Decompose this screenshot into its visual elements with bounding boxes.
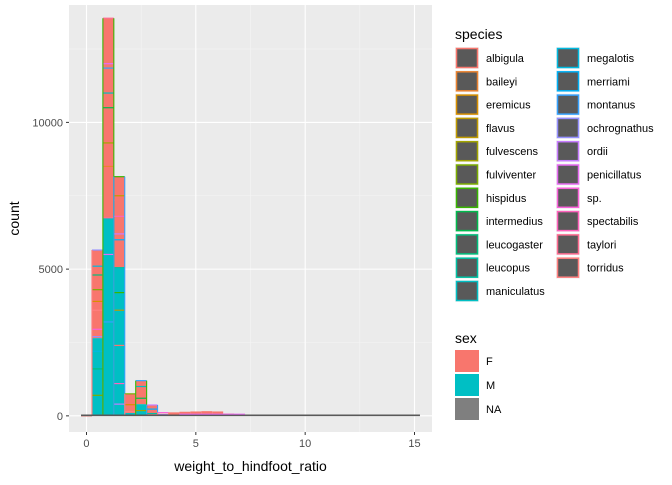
species-key-merriami	[558, 72, 579, 91]
species-legend-label: maniculatus	[486, 286, 545, 298]
x-axis-title: weight_to_hindfoot_ratio	[173, 458, 327, 474]
species-legend-label: fulvescens	[486, 146, 538, 158]
species-key-eremicus	[457, 95, 478, 114]
species-legend-label: baileyi	[486, 76, 517, 88]
x-tick-label: 15	[408, 438, 420, 450]
species-key-fulvescens	[457, 142, 478, 161]
sex-legend-title: sex	[455, 330, 477, 346]
histogram-bar-F	[125, 394, 136, 413]
species-key-penicillatus	[558, 165, 579, 184]
histogram-bar-M	[103, 218, 114, 416]
x-tick-label: 10	[299, 438, 311, 450]
histogram-bar-F	[136, 381, 147, 404]
species-legend-label: leucogaster	[486, 239, 543, 251]
species-key-maniculatus	[457, 282, 478, 301]
species-key-leucopus	[457, 258, 478, 277]
species-legend-label: intermedius	[486, 216, 543, 228]
species-key-montanus	[558, 95, 579, 114]
sex-legend-label: NA	[486, 404, 502, 416]
species-legend-label: eremicus	[486, 100, 531, 112]
species-key-sp.	[558, 188, 579, 207]
species-legend-label: megalotis	[587, 53, 635, 65]
species-key-taylori	[558, 235, 579, 254]
species-key-megalotis	[558, 49, 579, 68]
species-key-flavus	[457, 118, 478, 137]
y-tick-label: 10000	[32, 117, 63, 129]
species-legend-label: hispidus	[486, 193, 527, 205]
histogram-bar-F	[92, 250, 103, 338]
species-key-spectabilis	[558, 212, 579, 231]
species-legend-label: albigula	[486, 53, 525, 65]
sex-legend-label: M	[486, 380, 495, 392]
species-legend-label: spectabilis	[587, 216, 639, 228]
sex-key-F	[455, 350, 479, 372]
species-legend-label: montanus	[587, 100, 636, 112]
species-legend-label: merriami	[587, 76, 630, 88]
x-tick-label: 0	[83, 438, 89, 450]
species-legend-label: penicillatus	[587, 170, 642, 182]
histogram-bar-M	[92, 338, 103, 416]
species-legend-label: flavus	[486, 123, 515, 135]
species-key-hispidus	[457, 188, 478, 207]
species-key-baileyi	[457, 72, 478, 91]
y-tick-label: 0	[57, 411, 63, 423]
x-tick-label: 5	[193, 438, 199, 450]
species-key-albigula	[457, 49, 478, 68]
y-axis-title: count	[6, 201, 22, 235]
species-key-torridus	[558, 258, 579, 277]
species-legend-label: leucopus	[486, 263, 531, 275]
histogram-bar-F	[103, 18, 114, 218]
species-legend-label: taylori	[587, 239, 616, 251]
sex-legend-label: F	[486, 356, 493, 368]
species-legend-label: ordii	[587, 146, 608, 158]
y-tick-label: 5000	[39, 264, 63, 276]
species-legend-label: torridus	[587, 263, 624, 275]
sex-key-M	[455, 374, 479, 396]
species-legend-label: ochrognathus	[587, 123, 654, 135]
legends: species albigula baileyi eremicus flavus fulv…	[455, 26, 654, 420]
species-key-ochrognathus	[558, 118, 579, 137]
species-key-leucogaster	[457, 235, 478, 254]
histogram-bar-F	[114, 177, 125, 268]
species-key-fulviventer	[457, 165, 478, 184]
species-legend-label: sp.	[587, 193, 602, 205]
histogram-bar-M	[114, 268, 125, 416]
species-key-intermedius	[457, 212, 478, 231]
species-legend-label: fulviventer	[486, 170, 536, 182]
sex-key-NA	[455, 398, 479, 420]
species-key-ordii	[558, 142, 579, 161]
species-legend-title: species	[455, 26, 502, 42]
